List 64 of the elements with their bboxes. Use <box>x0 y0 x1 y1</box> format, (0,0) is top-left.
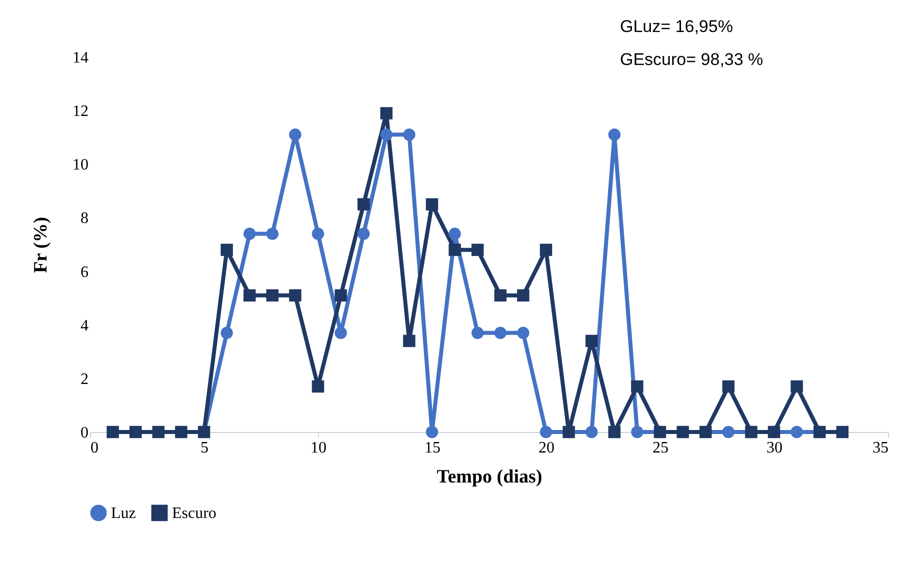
point <box>220 244 233 256</box>
point <box>790 380 803 393</box>
point <box>220 326 233 340</box>
point <box>448 244 461 256</box>
point <box>471 326 484 340</box>
point <box>494 289 507 302</box>
point <box>585 334 598 348</box>
point <box>266 228 279 240</box>
point <box>289 128 302 141</box>
point <box>357 198 370 210</box>
point <box>403 334 416 348</box>
point <box>608 426 621 438</box>
point <box>129 426 142 438</box>
text: GLuz= 16,95% <box>620 17 733 36</box>
x-tick-label: 15 <box>424 440 440 456</box>
point <box>152 426 165 438</box>
y-tick-label: 0 <box>80 424 88 442</box>
point <box>357 228 370 240</box>
point <box>312 380 324 393</box>
legend-label: Escuro <box>172 504 216 522</box>
point <box>631 380 644 393</box>
point <box>608 128 621 141</box>
x-tick-label: 5 <box>200 440 208 456</box>
y-tick-label: 2 <box>80 370 88 388</box>
point <box>334 326 347 340</box>
point <box>312 228 324 240</box>
point <box>106 426 119 438</box>
point <box>380 107 393 120</box>
point <box>517 326 530 340</box>
point <box>243 228 256 240</box>
point <box>448 228 461 240</box>
point <box>426 426 438 438</box>
point <box>517 289 530 302</box>
y-axis-title: Fr (%) <box>30 216 52 274</box>
point <box>790 426 803 438</box>
x-tick-label: 20 <box>538 440 554 456</box>
point <box>266 289 279 302</box>
point <box>722 380 735 393</box>
point <box>243 289 256 302</box>
point <box>403 128 416 141</box>
point <box>585 426 598 438</box>
x-tick-label: 25 <box>652 440 668 456</box>
y-tick-label: 6 <box>80 264 88 281</box>
y-tick-label: 8 <box>80 210 88 228</box>
point <box>631 426 644 438</box>
point <box>540 244 552 256</box>
point <box>380 128 393 141</box>
point <box>494 326 507 340</box>
x-tick-label: 35 <box>872 440 888 456</box>
y-tick-label: 4 <box>80 317 88 334</box>
point <box>426 198 438 210</box>
legend-label: Luz <box>111 504 136 522</box>
y-tick-label: 14 <box>72 50 88 66</box>
y-tick-label: 10 <box>72 156 88 174</box>
point <box>471 244 484 256</box>
point <box>289 289 302 302</box>
annotation: GEscuro= 98,33 % <box>620 50 764 69</box>
x-tick-label: 30 <box>766 440 782 456</box>
point <box>722 426 735 438</box>
x-axis-title: Tempo (dias) <box>436 466 542 488</box>
y-tick-label: 12 <box>72 103 88 120</box>
point <box>334 289 347 302</box>
x-tick-label: 10 <box>310 440 326 456</box>
point <box>540 426 552 438</box>
